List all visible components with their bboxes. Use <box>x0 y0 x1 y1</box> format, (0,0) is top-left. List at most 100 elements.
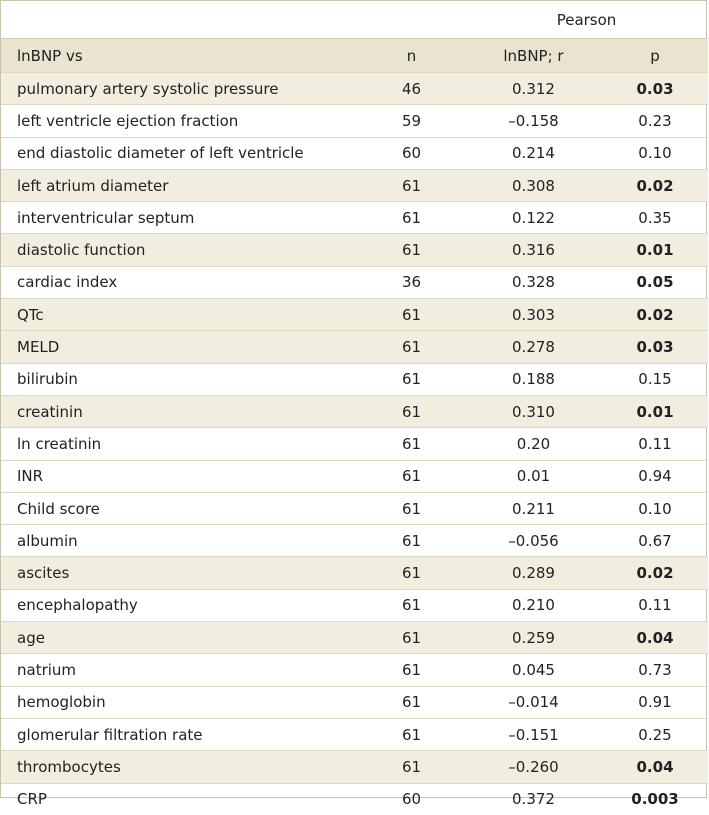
row-r-value: –0.056 <box>465 524 602 557</box>
row-r-value: 0.328 <box>465 265 602 299</box>
row-n-value: 61 <box>358 394 465 428</box>
table-row: bilirubin 61 0.188 0.15 <box>1 362 709 396</box>
row-label: hemoglobin <box>1 685 358 719</box>
row-label: ascites <box>1 556 358 590</box>
row-p-value: 0.10 <box>602 491 709 525</box>
row-n-value: 60 <box>358 782 465 815</box>
row-p-value: 0.11 <box>602 588 709 622</box>
row-r-value: 0.20 <box>465 427 602 461</box>
row-label: thrombocytes <box>1 750 358 784</box>
table-row: INR 61 0.01 0.94 <box>1 459 709 493</box>
row-r-value: –0.151 <box>465 717 602 751</box>
row-label: natrium <box>1 653 358 687</box>
row-label: MELD <box>1 330 358 364</box>
row-r-value: 0.210 <box>465 588 602 622</box>
row-p-value: 0.05 <box>602 265 709 299</box>
row-r-value: 0.045 <box>465 653 602 687</box>
row-label: ln creatinin <box>1 427 358 461</box>
row-n-value: 61 <box>358 685 465 719</box>
row-n-value: 61 <box>358 330 465 364</box>
group-header-spacer <box>1 1 358 39</box>
row-label: glomerular filtration rate <box>1 717 358 751</box>
table-row: glomerular filtration rate 61 –0.151 0.25 <box>1 717 709 751</box>
row-r-value: 0.278 <box>465 330 602 364</box>
row-p-value: 0.04 <box>602 750 709 784</box>
table-row: age 61 0.259 0.04 <box>1 621 709 654</box>
row-label: CRP <box>1 782 358 815</box>
row-n-value: 61 <box>358 588 465 622</box>
row-n-value: 61 <box>358 362 465 396</box>
row-n-value: 61 <box>358 750 465 784</box>
column-header-row: lnBNP vs n lnBNP; r p <box>1 38 709 73</box>
row-n-value: 60 <box>358 136 465 170</box>
table-row: end diastolic diameter of left ventricle… <box>1 136 709 170</box>
row-p-value: 0.10 <box>602 136 709 170</box>
row-label: cardiac index <box>1 265 358 299</box>
row-r-value: –0.014 <box>465 685 602 719</box>
row-r-value: 0.310 <box>465 394 602 428</box>
row-r-value: 0.259 <box>465 621 602 654</box>
row-n-value: 61 <box>358 459 465 493</box>
row-label: left atrium diameter <box>1 168 358 202</box>
group-header-row: Pearson <box>1 1 708 39</box>
table-row: thrombocytes 61 –0.260 0.04 <box>1 750 709 784</box>
row-r-value: 0.211 <box>465 491 602 525</box>
row-label: bilirubin <box>1 362 358 396</box>
row-label: creatinin <box>1 394 358 428</box>
row-n-value: 61 <box>358 233 465 267</box>
column-header-n: n <box>358 38 465 73</box>
row-r-value: 0.303 <box>465 298 602 331</box>
row-p-value: 0.01 <box>602 394 709 428</box>
table-row: MELD 61 0.278 0.03 <box>1 330 709 364</box>
row-n-value: 61 <box>358 653 465 687</box>
row-p-value: 0.04 <box>602 621 709 654</box>
row-p-value: 0.15 <box>602 362 709 396</box>
row-r-value: 0.188 <box>465 362 602 396</box>
row-n-value: 61 <box>358 201 465 234</box>
group-header-spacer <box>358 1 465 39</box>
row-n-value: 59 <box>358 104 465 138</box>
row-p-value: 0.73 <box>602 653 709 687</box>
row-p-value: 0.67 <box>602 524 709 557</box>
row-p-value: 0.91 <box>602 685 709 719</box>
row-label: INR <box>1 459 358 493</box>
table-row: hemoglobin 61 –0.014 0.91 <box>1 685 709 719</box>
row-r-value: 0.122 <box>465 201 602 234</box>
row-p-value: 0.25 <box>602 717 709 751</box>
row-n-value: 61 <box>358 491 465 525</box>
row-p-value: 0.02 <box>602 298 709 331</box>
row-r-value: 0.312 <box>465 71 602 105</box>
row-p-value: 0.02 <box>602 556 709 590</box>
row-label: diastolic function <box>1 233 358 267</box>
row-n-value: 61 <box>358 168 465 202</box>
table-row: encephalopathy 61 0.210 0.11 <box>1 588 709 622</box>
row-label: albumin <box>1 524 358 557</box>
table-row: diastolic function 61 0.316 0.01 <box>1 233 709 267</box>
row-p-value: 0.03 <box>602 71 709 105</box>
table-row: interventricular septum 61 0.122 0.35 <box>1 201 709 234</box>
row-label: end diastolic diameter of left ventricle <box>1 136 358 170</box>
row-label: interventricular septum <box>1 201 358 234</box>
row-p-value: 0.003 <box>602 782 709 815</box>
row-n-value: 61 <box>358 621 465 654</box>
row-p-value: 0.02 <box>602 168 709 202</box>
row-p-value: 0.35 <box>602 201 709 234</box>
row-n-value: 46 <box>358 71 465 105</box>
column-header-label: lnBNP vs <box>1 38 358 73</box>
row-p-value: 0.11 <box>602 427 709 461</box>
row-r-value: 0.289 <box>465 556 602 590</box>
row-label: pulmonary artery systolic pressure <box>1 71 358 105</box>
table-row: ln creatinin 61 0.20 0.11 <box>1 427 709 461</box>
row-p-value: 0.94 <box>602 459 709 493</box>
row-n-value: 61 <box>358 298 465 331</box>
row-r-value: 0.308 <box>465 168 602 202</box>
row-n-value: 61 <box>358 524 465 557</box>
table-row: natrium 61 0.045 0.73 <box>1 653 709 687</box>
column-header-p: p <box>602 38 709 73</box>
row-r-value: 0.316 <box>465 233 602 267</box>
row-p-value: 0.03 <box>602 330 709 364</box>
row-label: QTc <box>1 298 358 331</box>
row-label: Child score <box>1 491 358 525</box>
row-n-value: 61 <box>358 717 465 751</box>
table-row: Child score 61 0.211 0.10 <box>1 491 709 525</box>
